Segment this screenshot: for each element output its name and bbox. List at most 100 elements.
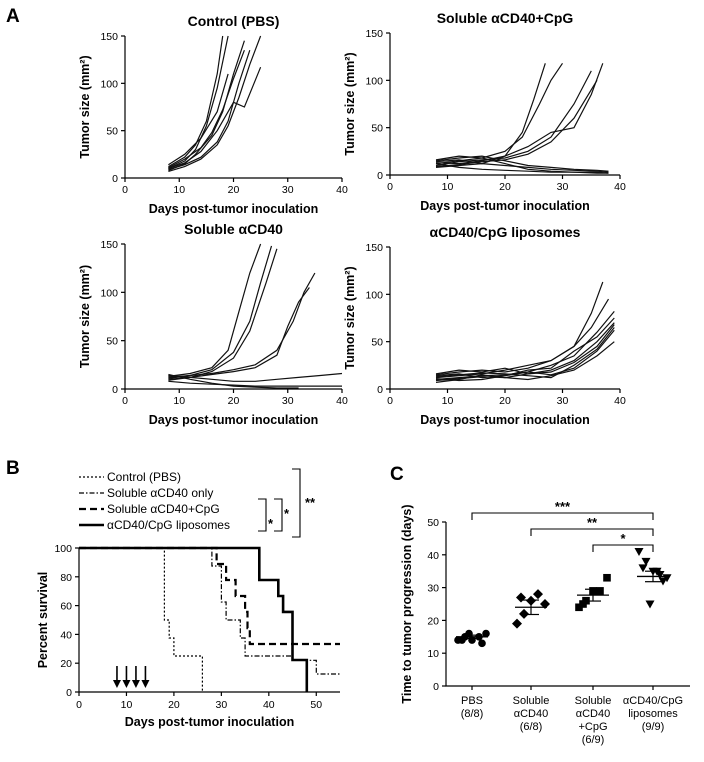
y-axis-label: Percent survival xyxy=(36,572,50,669)
tumor-growth-line xyxy=(168,73,229,166)
x-tick-label: 40 xyxy=(614,181,626,193)
data-point-triangle xyxy=(638,564,648,573)
data-point-circle xyxy=(478,639,486,648)
tumor-growth-line xyxy=(435,162,609,173)
data-point-circle xyxy=(482,629,490,638)
x-tick-label: 40 xyxy=(336,395,348,407)
x-axis-label: Days post-tumor inoculation xyxy=(420,199,589,213)
x-tick-label: 30 xyxy=(216,699,228,711)
y-tick-label: 40 xyxy=(60,629,72,641)
y-axis-label: Tumor size (mm²) xyxy=(78,265,92,368)
significance-bracket xyxy=(530,528,654,536)
tumor-growth-line xyxy=(168,243,262,377)
x-tick-label: 10 xyxy=(442,181,454,193)
significance-marker: ** xyxy=(305,495,316,510)
panel-label-c: C xyxy=(390,464,404,485)
axis-lines xyxy=(78,548,340,693)
significance-bracket xyxy=(258,498,267,532)
y-tick-label: 50 xyxy=(371,123,383,135)
x-tick-label: 0 xyxy=(387,395,393,407)
tumor-growth-line xyxy=(168,50,251,171)
legend-label: αCD40/CpG liposomes xyxy=(107,518,230,532)
group-label: Soluble xyxy=(575,695,612,707)
data-point-diamond xyxy=(512,618,522,629)
x-tick-label: 30 xyxy=(557,395,569,407)
y-tick-label: 100 xyxy=(365,289,383,301)
tumor-growth-line xyxy=(168,372,343,382)
x-tick-label: 0 xyxy=(387,181,393,193)
y-tick-label: 0 xyxy=(377,170,383,182)
group-label: +CpG xyxy=(578,721,607,733)
data-point-diamond xyxy=(516,592,526,603)
y-tick-label: 40 xyxy=(427,550,439,562)
significance-bracket xyxy=(274,498,283,532)
x-tick-label: 20 xyxy=(499,181,511,193)
tumor-growth-line xyxy=(435,79,598,168)
x-tick-label: 30 xyxy=(282,395,294,407)
tumor-growth-chart-liposomes: αCD40/CpG liposomes 0 10 20 30 40 0 50 100 150 Day… xyxy=(343,224,626,427)
survival-curve xyxy=(79,547,203,692)
y-tick-label: 50 xyxy=(427,517,439,529)
y-tick-label: 150 xyxy=(100,31,118,43)
significance-bracket xyxy=(292,468,301,538)
y-tick-label: 60 xyxy=(60,601,72,613)
group-label: (9/9) xyxy=(642,721,665,733)
y-tick-label: 50 xyxy=(371,337,383,349)
survival-curve xyxy=(79,546,340,646)
y-tick-label: 20 xyxy=(60,658,72,670)
y-axis-label: Tumor size (mm²) xyxy=(343,266,357,369)
tumor-growth-line xyxy=(435,281,604,376)
treatment-arrow-head xyxy=(141,680,150,688)
tumor-growth-line xyxy=(435,341,615,383)
group-label: liposomes xyxy=(628,708,678,720)
y-tick-label: 50 xyxy=(106,336,118,348)
tumor-growth-line xyxy=(435,63,546,165)
x-tick-label: 30 xyxy=(557,181,569,193)
legend-label: Control (PBS) xyxy=(107,470,181,484)
tumor-growth-line xyxy=(435,329,615,382)
group-label: (6/8) xyxy=(520,721,543,733)
y-tick-label: 0 xyxy=(66,687,72,699)
y-tick-label: 150 xyxy=(100,239,118,251)
legend-label: Soluble αCD40+CpG xyxy=(107,502,220,516)
y-tick-label: 50 xyxy=(106,126,118,138)
tumor-growth-line xyxy=(435,63,604,165)
y-tick-label: 100 xyxy=(54,543,72,555)
data-point-triangle xyxy=(641,557,651,566)
data-point-circle xyxy=(458,636,466,644)
tumor-growth-chart-soluble-cd40: Soluble αCD40 0 10 20 30 40 0 50 100 150 Days post… xyxy=(78,221,348,427)
x-tick-label: 0 xyxy=(122,184,128,196)
significance-marker: * xyxy=(268,516,274,531)
axis-lines xyxy=(124,36,342,179)
group-label: αCD40/CpG xyxy=(623,695,683,707)
axis-lines xyxy=(124,244,342,390)
chart-title: Soluble αCD40 xyxy=(184,221,283,237)
y-tick-label: 30 xyxy=(427,583,439,595)
progression-scatter-chart: 0 10 20 30 40 50 Time to tumor progression (da… xyxy=(400,499,690,746)
data-point-diamond xyxy=(533,589,543,600)
x-tick-label: 20 xyxy=(228,184,240,196)
data-point-square xyxy=(596,587,604,595)
y-tick-label: 100 xyxy=(365,75,383,87)
data-point-triangle xyxy=(634,548,644,557)
x-tick-label: 30 xyxy=(282,184,294,196)
data-point-diamond xyxy=(519,608,529,619)
group-label: Soluble xyxy=(513,695,550,707)
x-tick-label: 40 xyxy=(614,395,626,407)
group-label: αCD40 xyxy=(576,708,610,720)
tumor-growth-line xyxy=(168,66,262,170)
y-tick-label: 0 xyxy=(112,384,118,396)
chart-title: αCD40/CpG liposomes xyxy=(430,224,581,240)
x-axis-label: Days post-tumor inoculation xyxy=(149,413,318,427)
tumor-growth-line xyxy=(435,70,592,167)
survival-curve xyxy=(79,546,309,692)
treatment-arrow-head xyxy=(122,680,131,688)
x-axis-label: Days post-tumor inoculation xyxy=(420,413,589,427)
survival-curve xyxy=(79,547,340,675)
x-tick-label: 0 xyxy=(122,395,128,407)
y-axis-label: Tumor size (mm²) xyxy=(78,55,92,158)
group-label: αCD40 xyxy=(514,708,548,720)
chart-title: Soluble αCD40+CpG xyxy=(437,10,574,26)
x-axis-label: Days post-tumor inoculation xyxy=(149,202,318,216)
